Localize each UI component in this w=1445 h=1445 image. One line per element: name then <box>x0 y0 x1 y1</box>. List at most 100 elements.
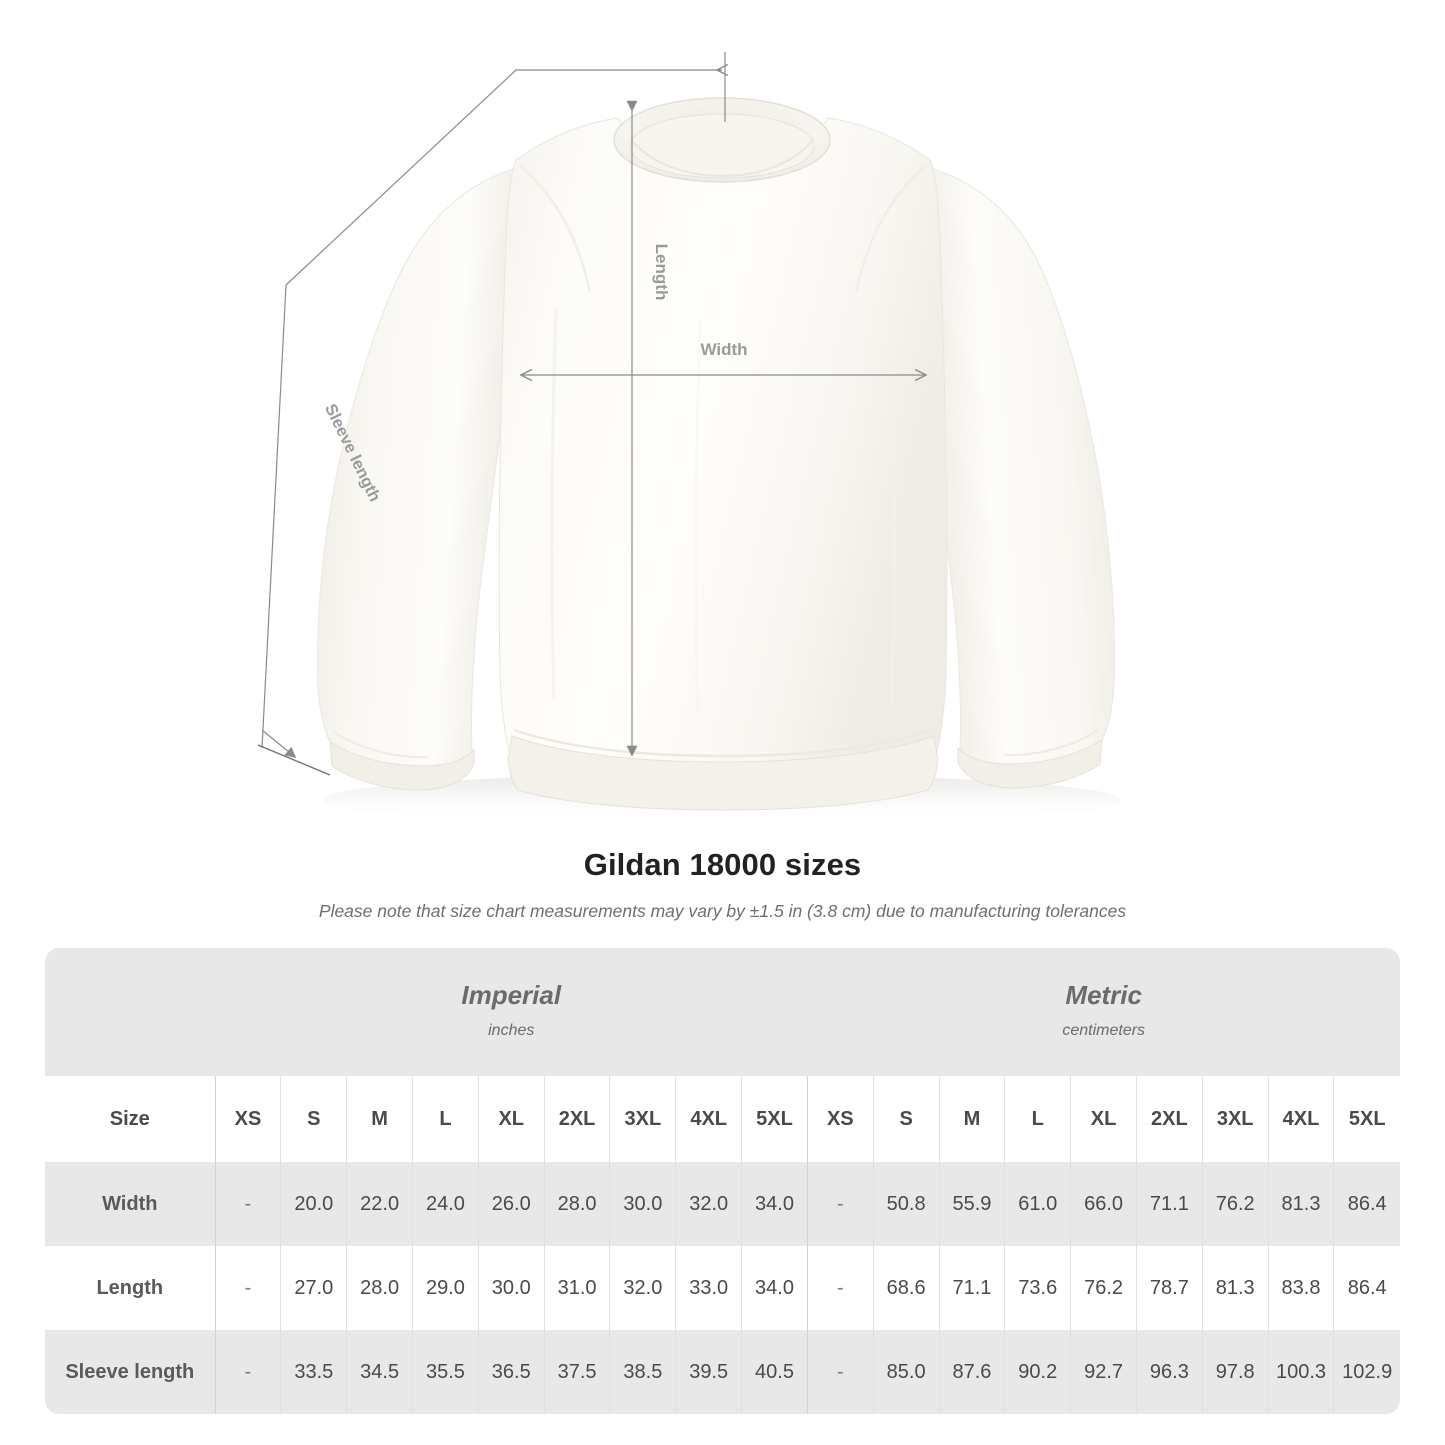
col-header-metric-3xl: 3XL <box>1201 1076 1269 1162</box>
sleeve-metric-5xl: 102.9 <box>1333 1330 1400 1414</box>
col-header-imperial-xl: XL <box>477 1076 545 1162</box>
tolerance-note: Please note that size chart measurements… <box>318 901 1127 921</box>
sleeve-imperial-4xl: 39.5 <box>675 1330 742 1414</box>
sleeve-imperial-s: 33.5 <box>280 1330 347 1414</box>
length-metric-l: 73.6 <box>1004 1246 1071 1330</box>
length-imperial-xl: 30.0 <box>477 1246 545 1330</box>
sleeve-metric-4xl: 100.3 <box>1267 1330 1334 1414</box>
width-imperial-4xl: 32.0 <box>675 1162 742 1246</box>
length-metric-xl: 76.2 <box>1070 1246 1137 1330</box>
sleeve-metric-s: 85.0 <box>872 1330 940 1414</box>
col-header-metric-m: M <box>938 1076 1005 1162</box>
col-header-metric-s: S <box>872 1076 940 1162</box>
col-header-metric-4xl: 4XL <box>1267 1076 1334 1162</box>
width-imperial-m: 22.0 <box>346 1162 413 1246</box>
title-block: Gildan 18000 sizes Please note that size… <box>0 845 1445 923</box>
width-imperial-l: 24.0 <box>412 1162 479 1246</box>
sleeve-imperial-5xl: 40.5 <box>741 1330 808 1414</box>
sleeve-metric-xs: - <box>806 1330 874 1414</box>
sweatshirt-illustration: Sleeve length Length Width <box>257 52 1122 826</box>
width-imperial-3xl: 30.0 <box>609 1162 676 1246</box>
row-label-width: Width <box>45 1162 216 1246</box>
width-metric-xs: - <box>806 1162 874 1246</box>
unit-banner-row: Imperial inches Metric centimeters <box>45 948 1400 1076</box>
sleeve-metric-m: 87.6 <box>938 1330 1005 1414</box>
length-metric-xs: - <box>806 1246 874 1330</box>
size-table-wrapper: Imperial inches Metric centimeters Size … <box>45 948 1400 1414</box>
unit-group-metric: Metric centimeters <box>807 948 1400 1076</box>
col-header-imperial-3xl: 3XL <box>609 1076 676 1162</box>
sleeve-imperial-xs: - <box>214 1330 281 1414</box>
sleeve-metric-2xl: 96.3 <box>1135 1330 1203 1414</box>
sleeve-metric-3xl: 97.8 <box>1201 1330 1269 1414</box>
length-imperial-s: 27.0 <box>280 1246 347 1330</box>
row-label-size: Size <box>45 1076 216 1162</box>
width-metric-s: 50.8 <box>872 1162 940 1246</box>
collar-inner <box>629 113 815 179</box>
sleeve-imperial-xl: 36.5 <box>477 1330 545 1414</box>
sleeve-metric-xl: 92.7 <box>1070 1330 1137 1414</box>
col-header-imperial-l: L <box>412 1076 479 1162</box>
col-header-metric-xl: XL <box>1070 1076 1137 1162</box>
right-sleeve <box>929 167 1115 767</box>
width-metric-4xl: 81.3 <box>1267 1162 1334 1246</box>
unit-group-metric-sub: centimeters <box>1062 1022 1146 1039</box>
page-title: Gildan 18000 sizes <box>583 847 862 882</box>
length-label: Length <box>652 244 671 301</box>
garment-diagram: Sleeve length Length Width <box>257 52 1122 826</box>
length-imperial-xs: - <box>214 1246 281 1330</box>
table-row-length: Length - 27.0 28.0 29.0 30.0 31.0 32.0 3… <box>45 1246 1400 1330</box>
sleeve-imperial-m: 34.5 <box>346 1330 413 1414</box>
width-metric-3xl: 76.2 <box>1201 1162 1269 1246</box>
col-header-imperial-4xl: 4XL <box>675 1076 742 1162</box>
width-imperial-5xl: 34.0 <box>741 1162 808 1246</box>
length-metric-5xl: 86.4 <box>1333 1246 1400 1330</box>
length-metric-2xl: 78.7 <box>1135 1246 1203 1330</box>
length-imperial-4xl: 33.0 <box>675 1246 742 1330</box>
width-imperial-2xl: 28.0 <box>543 1162 610 1246</box>
unit-group-imperial: Imperial inches <box>215 948 808 1076</box>
left-sleeve <box>317 167 517 769</box>
col-header-metric-l: L <box>1004 1076 1071 1162</box>
length-imperial-5xl: 34.0 <box>741 1246 808 1330</box>
width-metric-5xl: 86.4 <box>1333 1162 1400 1246</box>
width-metric-xl: 66.0 <box>1070 1162 1137 1246</box>
length-metric-4xl: 83.8 <box>1267 1246 1334 1330</box>
garment-body <box>498 117 948 787</box>
bottom-hem <box>507 735 939 811</box>
right-cuff <box>957 739 1103 789</box>
col-header-metric-5xl: 5XL <box>1333 1076 1400 1162</box>
length-imperial-3xl: 32.0 <box>609 1246 676 1330</box>
table-row-sleeve-length: Sleeve length - 33.5 34.5 35.5 36.5 37.5… <box>45 1330 1400 1414</box>
length-metric-s: 68.6 <box>872 1246 940 1330</box>
row-label-length: Length <box>45 1246 216 1330</box>
col-header-metric-2xl: 2XL <box>1135 1076 1203 1162</box>
col-header-imperial-2xl: 2XL <box>543 1076 610 1162</box>
width-metric-2xl: 71.1 <box>1135 1162 1203 1246</box>
unit-group-metric-name: Metric <box>1065 980 1142 1010</box>
col-header-metric-xs: XS <box>806 1076 874 1162</box>
row-label-sleeve-length: Sleeve length <box>45 1330 216 1414</box>
col-header-imperial-m: M <box>346 1076 413 1162</box>
size-table: Imperial inches Metric centimeters Size … <box>45 948 1400 1414</box>
width-metric-l: 61.0 <box>1004 1162 1071 1246</box>
length-imperial-l: 29.0 <box>412 1246 479 1330</box>
sleeve-imperial-3xl: 38.5 <box>609 1330 676 1414</box>
col-header-imperial-s: S <box>280 1076 347 1162</box>
length-metric-m: 71.1 <box>938 1246 1005 1330</box>
top-reference-marks <box>718 52 725 122</box>
width-imperial-xl: 26.0 <box>477 1162 545 1246</box>
width-label: Width <box>700 340 747 359</box>
sleeve-imperial-2xl: 37.5 <box>543 1330 610 1414</box>
table-row-size-header: Size XS S M L XL 2XL 3XL 4XL 5XL XS S M … <box>45 1076 1400 1162</box>
sleeve-imperial-l: 35.5 <box>412 1330 479 1414</box>
length-dimension: Length <box>626 100 671 757</box>
unit-group-imperial-name: Imperial <box>461 980 562 1010</box>
col-header-imperial-5xl: 5XL <box>741 1076 808 1162</box>
length-imperial-2xl: 31.0 <box>543 1246 610 1330</box>
unit-banner-spacer <box>45 948 216 1076</box>
left-cuff <box>329 741 475 791</box>
length-metric-3xl: 81.3 <box>1201 1246 1269 1330</box>
width-dimension: Width <box>522 340 925 375</box>
